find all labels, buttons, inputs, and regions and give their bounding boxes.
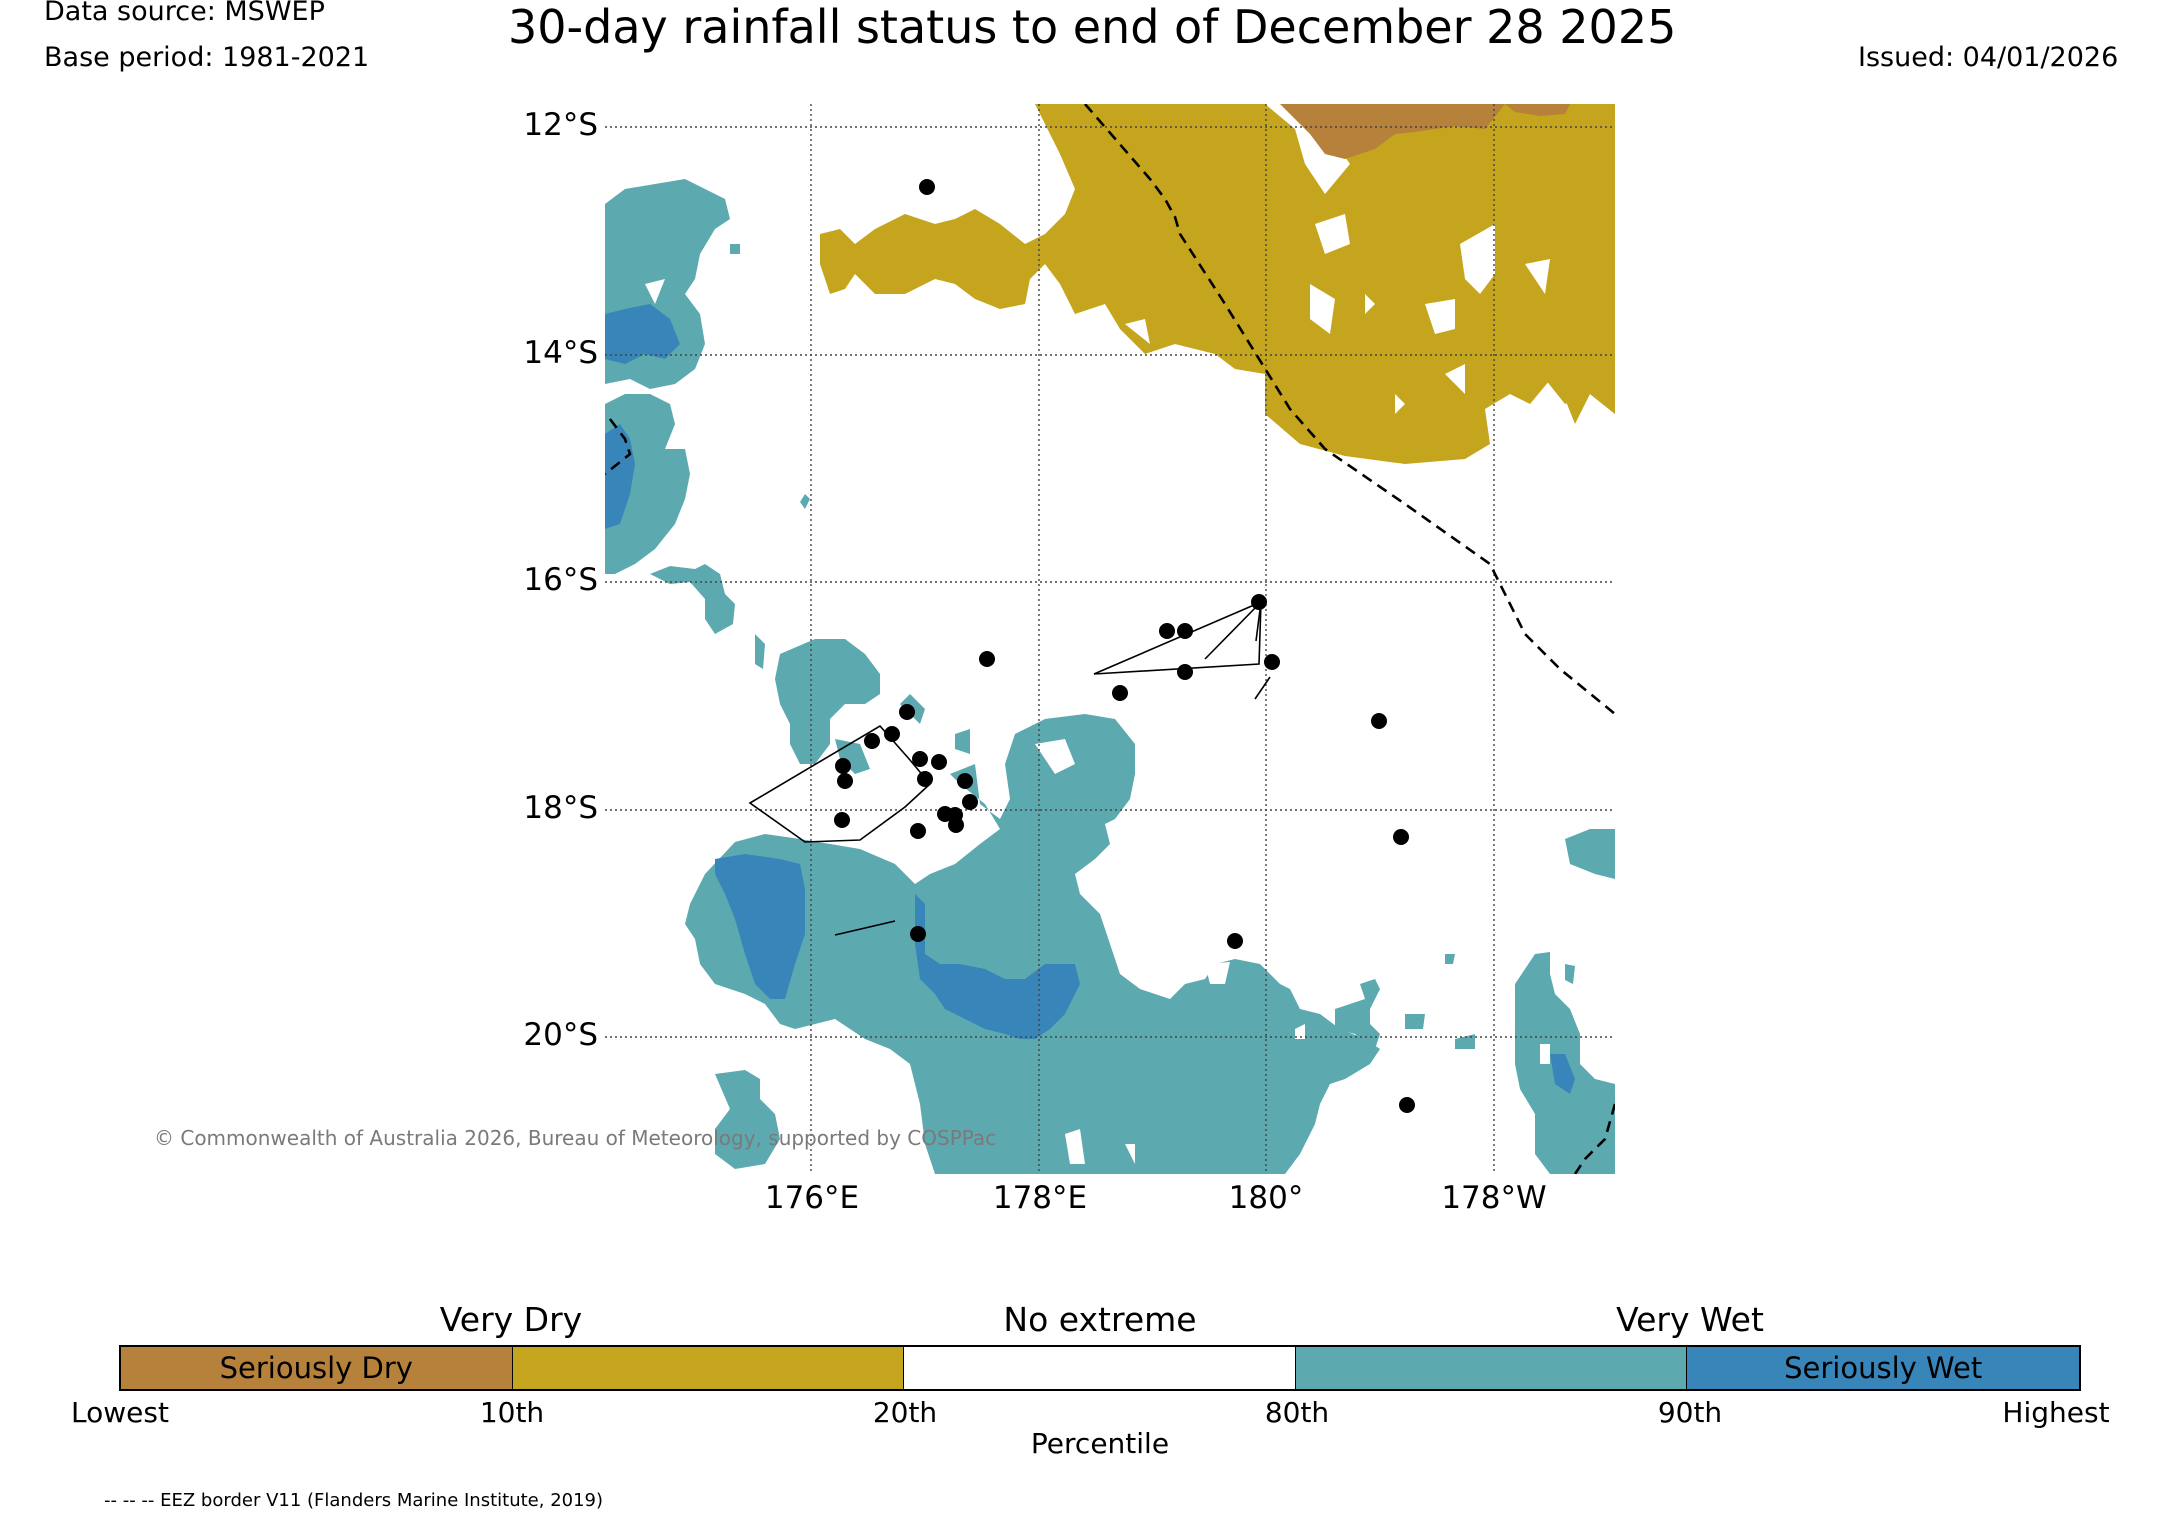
- legend-colorbar: Seriously Dry Seriously Wet: [119, 1345, 2081, 1391]
- very-dry-region: [820, 104, 1615, 464]
- lat-label-12s: 12°S: [523, 107, 598, 143]
- legend-axis-label: Percentile: [1030, 1427, 1170, 1460]
- wet-region-gaps: [645, 279, 1550, 1164]
- lat-label-14s: 14°S: [523, 335, 598, 371]
- very-wet-region: [605, 179, 1615, 1174]
- page-title: 30-day rainfall status to end of Decembe…: [508, 0, 1677, 54]
- legend-category-no-extreme: No extreme: [1003, 1300, 1197, 1339]
- legend-segment-very-dry: [512, 1347, 905, 1389]
- legend-segment-seriously-dry: Seriously Dry: [121, 1347, 513, 1389]
- eez-footnote: -- -- -- EEZ border V11 (Flanders Marine…: [104, 1490, 604, 1511]
- data-source-label: Data source: MSWEP: [44, 0, 325, 27]
- legend-category-very-dry: Very Dry: [439, 1300, 583, 1339]
- lat-label-18s: 18°S: [523, 790, 598, 826]
- legend-segment-seriously-wet: Seriously Wet: [1687, 1347, 2079, 1389]
- legend-tick-highest: Highest: [2002, 1396, 2110, 1429]
- legend-segment-label: Seriously Dry: [219, 1351, 413, 1385]
- legend-tick-20th: 20th: [872, 1396, 938, 1429]
- legend-tick-10th: 10th: [479, 1396, 545, 1429]
- lon-label-176e: 176°E: [764, 1180, 860, 1216]
- station-markers: [834, 179, 1415, 1113]
- lon-label-178e: 178°E: [992, 1180, 1088, 1216]
- seriously-dry-region: [1280, 104, 1505, 159]
- lat-label-16s: 16°S: [523, 562, 598, 598]
- lon-label-178w: 178°W: [1441, 1180, 1547, 1216]
- lat-label-20s: 20°S: [523, 1017, 598, 1053]
- legend-tick-lowest: Lowest: [71, 1396, 169, 1429]
- legend-segment-label: Seriously Wet: [1784, 1351, 1983, 1385]
- map-gridlines: [605, 104, 1615, 1174]
- eez-border: [605, 104, 1615, 1174]
- copyright-notice: © Commonwealth of Australia 2026, Bureau…: [154, 1126, 997, 1150]
- base-period-label: Base period: 1981-2021: [44, 42, 370, 73]
- issued-date: Issued: 04/01/2026: [1858, 42, 2119, 73]
- seriously-wet-region: [605, 304, 1575, 1094]
- legend-segment-no-extreme: [904, 1347, 1296, 1389]
- legend-segment-very-wet: [1295, 1347, 1688, 1389]
- legend-category-very-wet: Very Wet: [1616, 1300, 1764, 1339]
- legend-tick-80th: 80th: [1264, 1396, 1330, 1429]
- legend-tick-90th: 90th: [1657, 1396, 1723, 1429]
- lon-label-180: 180°: [1228, 1180, 1304, 1216]
- rainfall-map: [605, 104, 1615, 1174]
- dry-region-gaps: [1125, 104, 1550, 414]
